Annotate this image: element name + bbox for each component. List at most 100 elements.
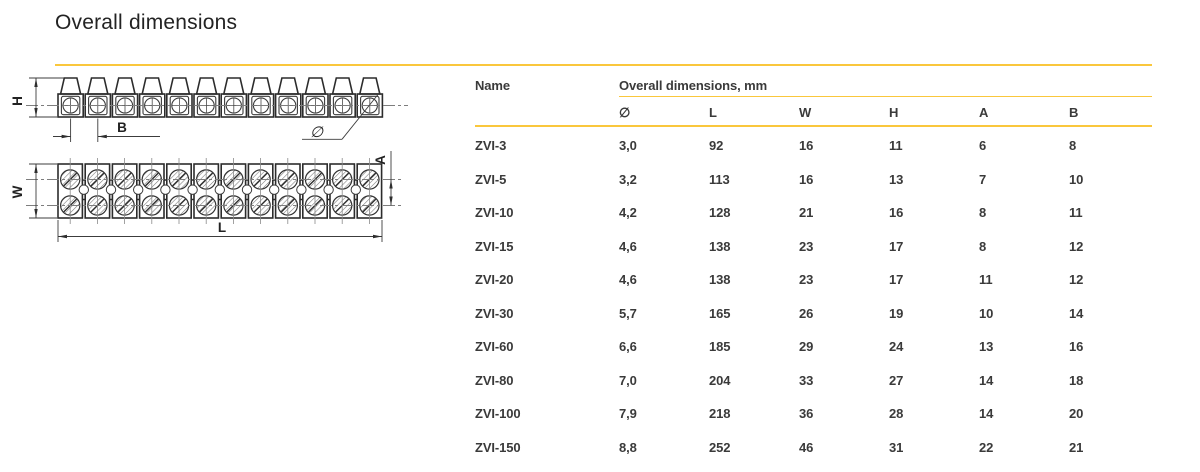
row-value: 218 [709, 406, 731, 421]
row-name: ZVI-30 [475, 305, 514, 321]
row-value: 128 [709, 205, 731, 220]
row-value: 24 [889, 339, 904, 354]
row-value: 6,6 [619, 339, 637, 354]
row-value: 4,2 [619, 205, 637, 220]
row-value: 10 [979, 305, 994, 321]
row-value: 11 [889, 138, 903, 153]
row-value: 5,7 [619, 305, 637, 321]
row-value: 3,2 [619, 171, 637, 187]
title-underline [55, 64, 1152, 66]
row-name: ZVI-150 [475, 439, 521, 455]
table-row: ZVI-150 8,8 252 46 31 22 21 [475, 431, 1152, 465]
row-value: 23 [799, 238, 814, 254]
row-value: 28 [889, 406, 904, 421]
row-value: 36 [799, 406, 814, 421]
column-header-diameter: ∅ [619, 105, 631, 120]
table-row: ZVI-20 4,6 138 23 17 11 12 [475, 263, 1152, 297]
terminal-block-drawing: H B ∅ [0, 0, 470, 330]
row-name: ZVI-60 [475, 339, 514, 354]
row-value: 138 [709, 272, 731, 287]
table-row: ZVI-10 4,2 128 21 16 8 11 [475, 196, 1152, 230]
dimension-a: A [373, 151, 393, 206]
row-value: 29 [799, 339, 814, 354]
row-value: 21 [1069, 439, 1084, 455]
row-value: 16 [799, 138, 814, 153]
column-header-b: B [1069, 105, 1079, 120]
row-name: ZVI-100 [475, 406, 521, 421]
row-value: 14 [979, 372, 994, 388]
table-rows: ZVI-3 3,0 92 16 11 6 8 ZVI-5 3,2 113 16 13 7 10 ZVI-10… [475, 129, 1152, 464]
dimension-w: W [10, 163, 57, 219]
row-value: 19 [889, 305, 904, 321]
row-value: 4,6 [619, 238, 637, 254]
plan-view-segments [57, 158, 383, 224]
row-name: ZVI-15 [475, 238, 514, 254]
row-value: 12 [1069, 272, 1084, 287]
table-row: ZVI-15 4,6 138 23 17 8 12 [475, 230, 1152, 264]
row-value: 11 [1069, 205, 1083, 220]
row-value: 6 [979, 138, 987, 153]
table-row: ZVI-60 6,6 185 29 24 13 16 [475, 330, 1152, 364]
row-value: 4,6 [619, 272, 637, 287]
row-value: 8 [1069, 138, 1077, 153]
dim-label-w: W [10, 185, 25, 198]
row-value: 14 [1069, 305, 1084, 321]
row-value: 3,0 [619, 138, 637, 153]
row-value: 204 [709, 372, 731, 388]
row-value: 13 [889, 171, 904, 187]
dimension-h: H [10, 77, 64, 118]
row-value: 16 [889, 205, 904, 220]
dimensions-diagram: H B ∅ [10, 77, 408, 242]
row-value: 33 [799, 372, 814, 388]
row-value: 138 [709, 238, 731, 254]
row-value: 252 [709, 439, 731, 455]
row-value: 16 [1069, 339, 1084, 354]
table-row: ZVI-80 7,0 204 33 27 14 18 [475, 364, 1152, 398]
row-value: 22 [979, 439, 994, 455]
row-value: 23 [799, 272, 814, 287]
row-name: ZVI-3 [475, 138, 507, 153]
dimension-b: B [53, 118, 160, 142]
column-header-l: L [709, 105, 717, 120]
row-value: 31 [889, 439, 904, 455]
row-value: 20 [1069, 406, 1084, 421]
row-value: 26 [799, 305, 814, 321]
row-value: 11 [979, 272, 993, 287]
row-value: 8 [979, 205, 987, 220]
group-header-rule [619, 95, 1152, 97]
row-value: 13 [979, 339, 994, 354]
row-value: 113 [709, 171, 730, 187]
row-value: 16 [799, 171, 814, 187]
row-value: 46 [799, 439, 814, 455]
row-value: 10 [1069, 171, 1084, 187]
row-value: 21 [799, 205, 814, 220]
row-value: 18 [1069, 372, 1084, 388]
dim-label-l: L [218, 220, 226, 235]
dimension-l: L [57, 220, 383, 242]
page-title: Overall dimensions [55, 11, 238, 34]
row-value: 185 [709, 339, 731, 354]
row-value: 8,8 [619, 439, 637, 455]
row-value: 92 [709, 138, 724, 153]
table-group-header: Overall dimensions, mm [619, 78, 768, 93]
column-header-a: A [979, 105, 989, 120]
dim-label-diameter: ∅ [310, 124, 324, 141]
row-value: 17 [889, 272, 904, 287]
row-value: 7,9 [619, 406, 637, 421]
row-value: 12 [1069, 238, 1084, 254]
table-row: ZVI-5 3,2 113 16 13 7 10 [475, 163, 1152, 197]
row-value: 27 [889, 372, 904, 388]
dim-label-a: A [373, 155, 388, 165]
row-name: ZVI-5 [475, 171, 507, 187]
row-value: 7,0 [619, 372, 637, 388]
diameter-callout: ∅ [302, 91, 381, 141]
row-value: 165 [709, 305, 731, 321]
column-header-name: Name [475, 78, 511, 93]
side-view-cells [57, 77, 384, 118]
table-row: ZVI-100 7,9 218 36 28 14 20 [475, 397, 1152, 431]
row-value: 8 [979, 238, 987, 254]
row-name: ZVI-20 [475, 272, 514, 287]
dimensions-table: Name Overall dimensions, mm ∅ L W H A B … [475, 72, 1152, 464]
table-row: ZVI-3 3,0 92 16 11 6 8 [475, 129, 1152, 163]
